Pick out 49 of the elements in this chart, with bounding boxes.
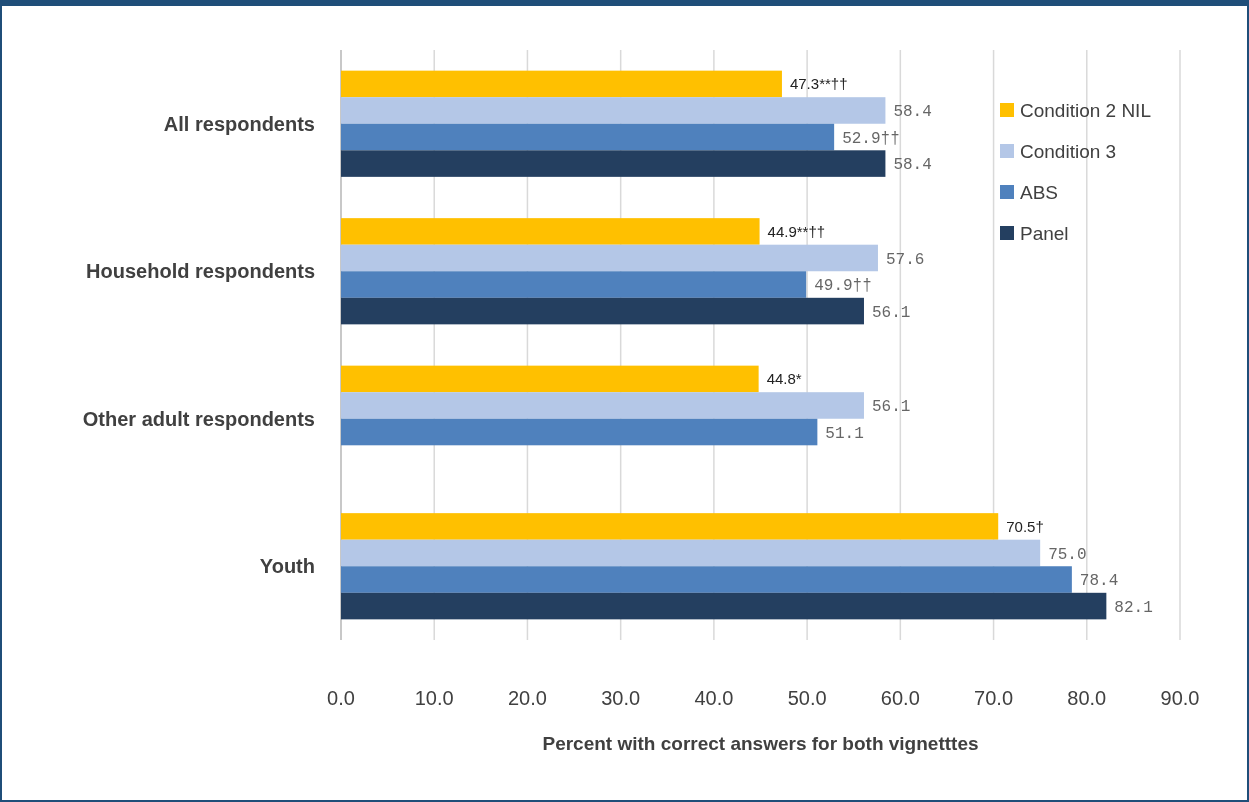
data-label: 58.4: [893, 156, 932, 175]
data-label: 49.9††: [814, 277, 872, 296]
bar: [341, 539, 1041, 567]
y-tick-label: Household respondents: [86, 260, 315, 283]
data-label: 52.9††: [842, 129, 900, 148]
bar: [341, 70, 782, 98]
x-axis-title: Percent with correct answers for both vignetttes: [542, 733, 979, 754]
bar: [341, 218, 760, 245]
bar: [341, 566, 1072, 593]
bar: [341, 418, 818, 446]
bar: [341, 244, 878, 272]
data-label: 70.5†: [1006, 517, 1044, 535]
x-tick-label: 90.0: [1160, 687, 1200, 709]
bar: [341, 150, 886, 177]
x-tick-label: 40.0: [694, 687, 734, 709]
bar: [341, 365, 759, 393]
legend-label: ABS: [1020, 181, 1059, 203]
bar: [341, 271, 807, 298]
x-tick-label: 50.0: [787, 687, 827, 709]
data-label: 75.0: [1048, 545, 1087, 564]
data-label: 78.4: [1079, 572, 1119, 591]
data-label: 51.1: [825, 424, 864, 443]
bar: [341, 97, 886, 124]
data-label: 44.9**††: [767, 222, 826, 240]
x-tick-label: 60.0: [880, 687, 920, 709]
legend-label: Panel: [1020, 222, 1069, 244]
data-label: 44.8*: [766, 370, 802, 388]
x-tick-label: 0.0: [327, 687, 355, 709]
data-label: 56.1: [871, 398, 911, 417]
y-tick-label: All respondents: [163, 112, 315, 135]
bar: [341, 297, 864, 325]
x-tick-label: 10.0: [414, 687, 454, 709]
bar: [341, 592, 1107, 620]
data-label: 57.6: [885, 250, 925, 269]
bar: [341, 392, 864, 419]
x-tick-label: 30.0: [601, 687, 641, 709]
y-tick-label: Youth: [259, 555, 315, 578]
legend-label: Condition 2 NIL: [1020, 99, 1151, 121]
data-label: 56.1: [871, 303, 911, 322]
data-label: 58.4: [893, 103, 932, 122]
data-label: 47.3**††: [789, 75, 848, 93]
x-tick-label: 80.0: [1067, 687, 1107, 709]
y-tick-label: Other adult respondents: [82, 407, 315, 430]
data-label: 82.1: [1114, 598, 1153, 617]
x-tick-label: 70.0: [974, 687, 1014, 709]
legend-label: Condition 3: [1020, 140, 1117, 162]
x-tick-label: 20.0: [507, 687, 547, 709]
bar: [341, 123, 835, 151]
bar: [341, 513, 999, 540]
